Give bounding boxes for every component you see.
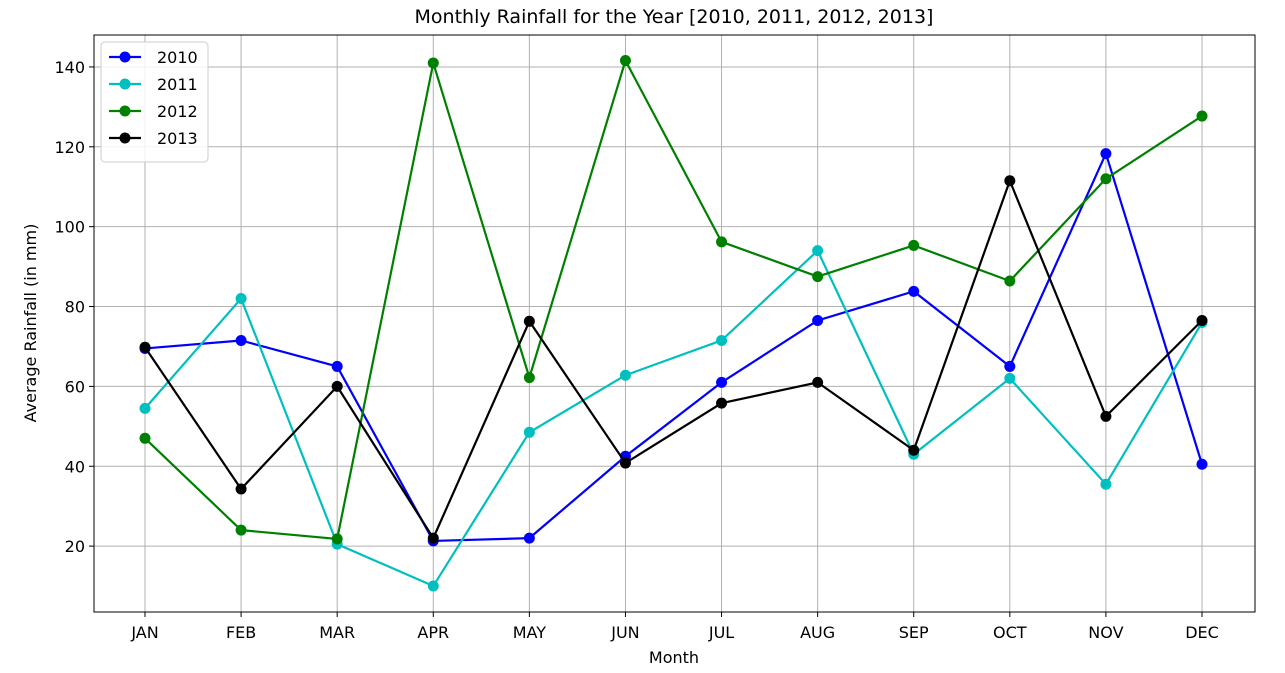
data-point-2010-AUG [812,315,824,327]
legend: 2010 2011 2012 2013 [100,41,209,163]
data-point-2011-AUG [812,245,824,257]
y-tick-label: 80 [65,298,85,317]
data-point-2012-JAN [139,432,151,444]
x-tick-label: MAY [513,623,547,642]
y-axis-label: Average Rainfall (in mm) [21,224,40,423]
y-tick-label: 140 [54,58,85,77]
data-point-2013-NOV [1100,410,1112,422]
x-tick-label: AUG [800,623,835,642]
data-point-2012-MAY [523,372,535,384]
legend-entry-2011: 2011 [109,75,198,94]
data-point-2011-JUL [716,334,728,346]
legend-marker [119,105,131,117]
data-point-2011-JUN [619,369,631,381]
data-point-2010-FEB [235,334,247,346]
data-point-2013-FEB [235,483,247,495]
data-point-2012-AUG [812,271,824,283]
data-point-2013-MAY [523,315,535,327]
x-tick-label: APR [417,623,449,642]
data-point-2010-OCT [1004,360,1016,372]
x-tick-label: NOV [1088,623,1123,642]
data-point-2013-DEC [1196,315,1208,327]
x-tick-label: FEB [226,623,256,642]
legend-entry-2013: 2013 [109,129,198,148]
legend-marker [119,132,131,144]
data-point-2011-MAY [523,426,535,438]
x-tick-label: SEP [899,623,929,642]
data-point-2013-JAN [139,341,151,353]
data-point-2010-DEC [1196,458,1208,470]
data-point-2010-MAR [331,360,343,372]
y-tick-label: 40 [65,457,85,476]
data-point-2011-JAN [139,402,151,414]
y-tick-label: 100 [54,218,85,237]
x-tick-label: JUL [708,623,734,642]
data-point-2010-SEP [908,285,920,297]
legend-entry-2012: 2012 [109,102,198,121]
chart-title: Monthly Rainfall for the Year [2010, 201… [415,6,934,28]
series-line-2010 [144,150,1204,543]
legend-marker [119,78,131,90]
legend-box [100,41,209,163]
x-axis-ticks: JAN FEB MAR APR MAY JUN JUL AUG SEP OCT NOV DEC [130,612,1219,642]
x-tick-label: JAN [130,623,158,642]
data-point-2013-OCT [1004,175,1016,187]
y-tick-label: 120 [54,138,85,157]
legend-label: 2012 [157,102,198,121]
x-tick-label: OCT [993,623,1027,642]
legend-label: 2010 [157,48,198,67]
legend-label: 2013 [157,129,198,148]
data-point-2012-APR [427,57,439,69]
data-point-2011-NOV [1100,478,1112,490]
series-line-2011 [144,248,1203,588]
data-point-2013-MAR [331,380,343,392]
series-2012 [139,55,1208,545]
series-layer [139,55,1208,592]
data-point-2012-OCT [1004,275,1016,287]
data-point-2010-NOV [1100,148,1112,160]
plot-frame [93,34,1256,613]
legend-label: 2011 [157,75,198,94]
data-point-2012-SEP [908,239,920,251]
x-tick-label: MAR [319,623,355,642]
data-point-2012-DEC [1196,110,1208,122]
y-axis-ticks: 20 40 60 80 100 120 140 [54,58,94,556]
data-point-2010-MAY [523,532,535,544]
data-point-2012-JUL [716,236,728,248]
x-axis-label: Month [649,648,699,667]
data-point-2011-APR [427,580,439,592]
data-point-2012-JUN [619,55,631,67]
legend-entry-2010: 2010 [109,48,198,67]
x-tick-label: DEC [1185,623,1219,642]
series-line-2012 [144,57,1203,541]
data-point-2013-AUG [812,376,824,388]
data-point-2010-JUL [716,376,728,388]
data-point-2011-OCT [1004,372,1016,384]
x-tick-label: JUN [610,623,639,642]
data-point-2012-MAR [331,533,343,545]
y-tick-label: 20 [65,537,85,556]
data-point-2012-NOV [1100,173,1112,185]
data-point-2012-FEB [235,524,247,536]
grid-lines [94,35,1255,612]
data-point-2013-JUN [619,457,631,469]
data-point-2013-APR [427,532,439,544]
data-point-2013-SEP [908,444,920,456]
series-line-2013 [144,177,1203,541]
legend-marker [119,51,131,63]
data-point-2011-FEB [235,293,247,305]
data-point-2013-JUL [716,397,728,409]
series-2010 [139,148,1208,547]
y-tick-label: 60 [65,377,85,396]
series-2013 [139,175,1208,544]
